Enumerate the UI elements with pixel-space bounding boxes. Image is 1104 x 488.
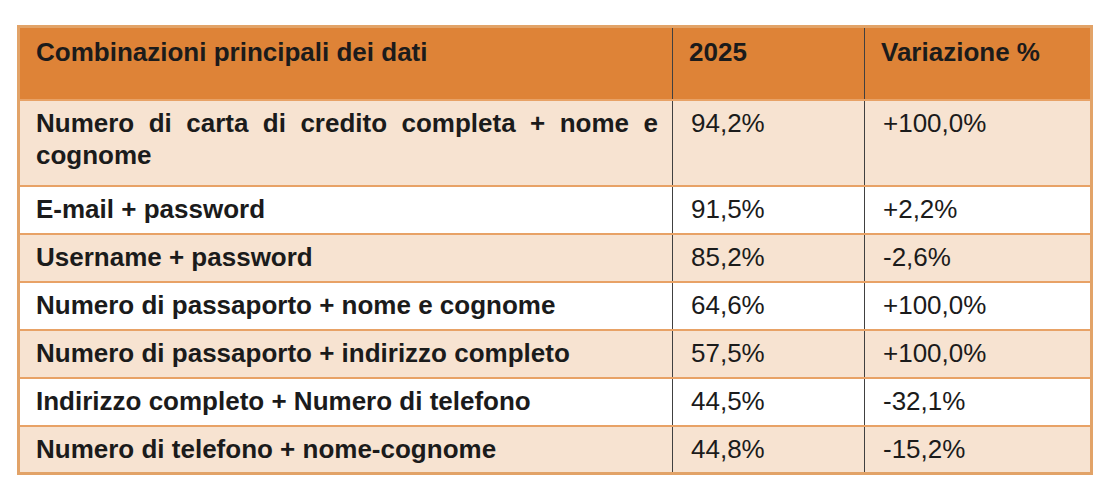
variation-cell: -2,6% xyxy=(865,234,1092,282)
table-row: Numero di telefono + nome-cognome 44,8% … xyxy=(19,426,1092,474)
combination-cell: Indirizzo completo + Numero di telefono xyxy=(19,378,673,426)
combination-cell: Numero di carta di credito completa + no… xyxy=(19,100,673,186)
combination-cell: E-mail + password xyxy=(19,186,673,234)
variation-cell: +100,0% xyxy=(865,330,1092,378)
variation-cell: +100,0% xyxy=(865,100,1092,186)
combination-cell: Numero di passaporto + indirizzo complet… xyxy=(19,330,673,378)
variation-cell: +2,2% xyxy=(865,186,1092,234)
value-2025-cell: 94,2% xyxy=(673,100,865,186)
combination-cell: Numero di passaporto + nome e cognome xyxy=(19,282,673,330)
table-header: Combinazioni principali dei dati 2025 Va… xyxy=(19,27,1092,100)
combination-cell: Username + password xyxy=(19,234,673,282)
value-2025-cell: 44,8% xyxy=(673,426,865,474)
table-row: Username + password 85,2% -2,6% xyxy=(19,234,1092,282)
column-header-2025: 2025 xyxy=(673,27,865,100)
table-row: E-mail + password 91,5% +2,2% xyxy=(19,186,1092,234)
header-row: Combinazioni principali dei dati 2025 Va… xyxy=(19,27,1092,100)
table-row: Indirizzo completo + Numero di telefono … xyxy=(19,378,1092,426)
value-2025-cell: 64,6% xyxy=(673,282,865,330)
value-2025-cell: 44,5% xyxy=(673,378,865,426)
page: Combinazioni principali dei dati 2025 Va… xyxy=(0,0,1104,488)
column-header-variation: Variazione % xyxy=(865,27,1092,100)
table-row: Numero di carta di credito completa + no… xyxy=(19,100,1092,186)
variation-cell: -15,2% xyxy=(865,426,1092,474)
table-body: Numero di carta di credito completa + no… xyxy=(19,100,1092,474)
table-row: Numero di passaporto + nome e cognome 64… xyxy=(19,282,1092,330)
value-2025-cell: 85,2% xyxy=(673,234,865,282)
value-2025-cell: 91,5% xyxy=(673,186,865,234)
column-header-combinations: Combinazioni principali dei dati xyxy=(19,27,673,100)
data-combinations-table: Combinazioni principali dei dati 2025 Va… xyxy=(17,25,1093,475)
value-2025-cell: 57,5% xyxy=(673,330,865,378)
variation-cell: -32,1% xyxy=(865,378,1092,426)
combination-cell: Numero di telefono + nome-cognome xyxy=(19,426,673,474)
table-row: Numero di passaporto + indirizzo complet… xyxy=(19,330,1092,378)
variation-cell: +100,0% xyxy=(865,282,1092,330)
